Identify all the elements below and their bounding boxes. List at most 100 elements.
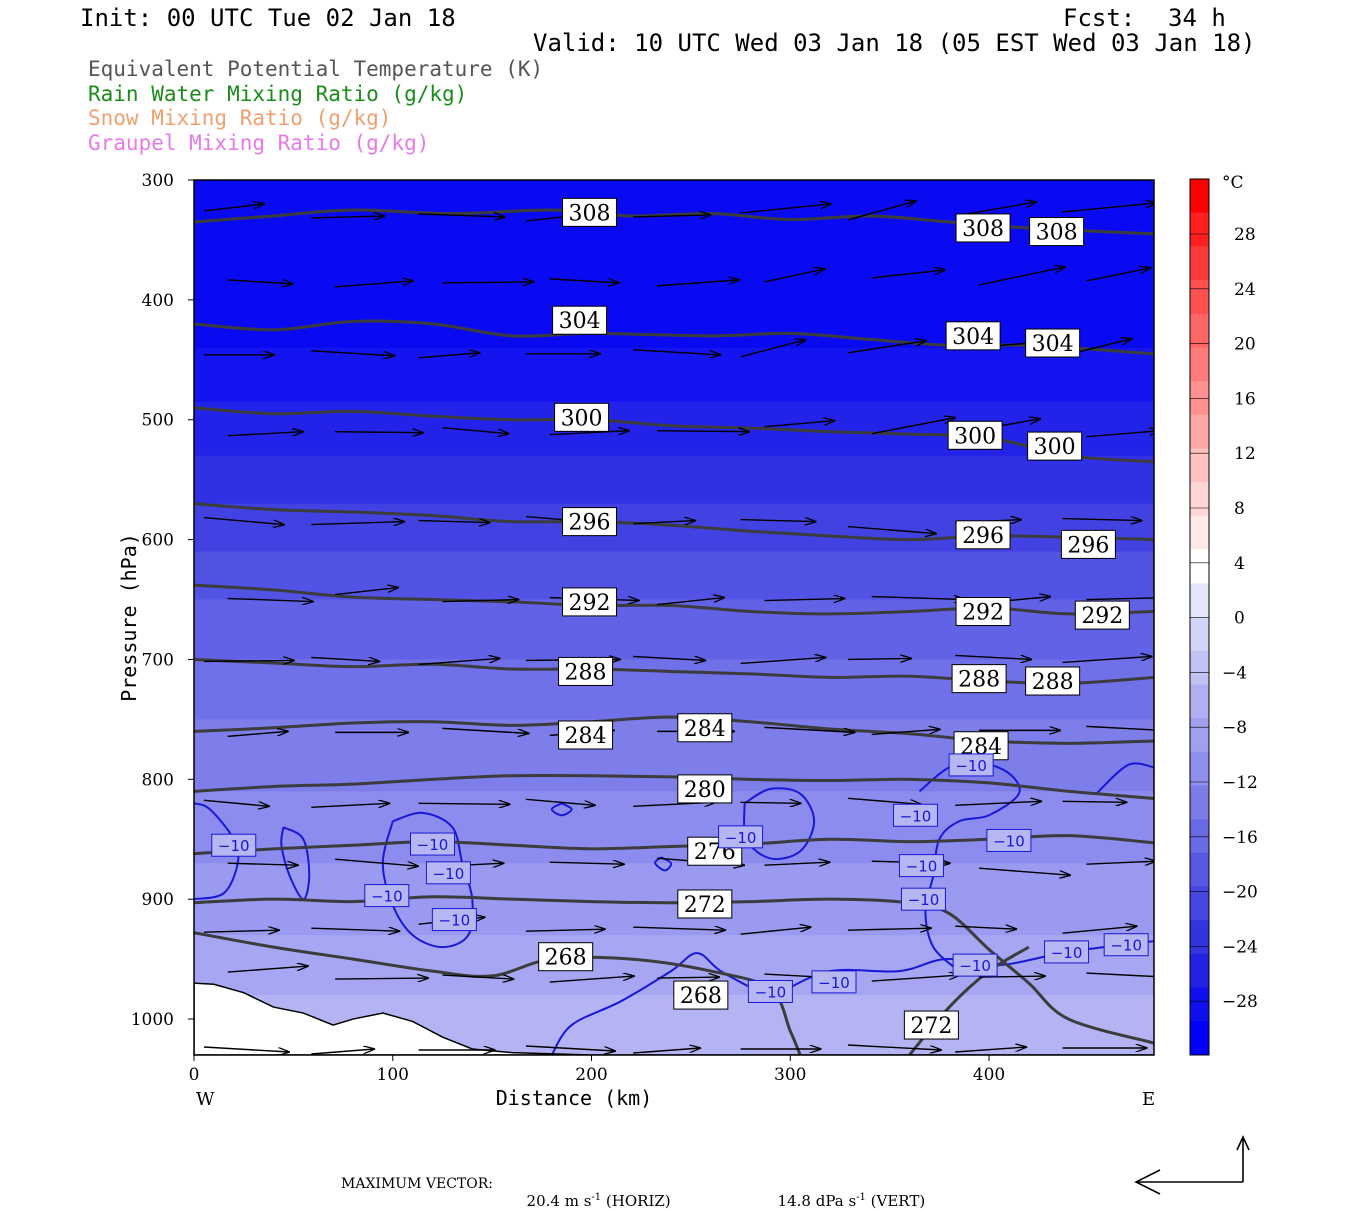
theta-e-label: 304 <box>559 309 601 334</box>
wind-vector <box>442 600 518 602</box>
theta-e-label: 300 <box>954 424 996 449</box>
theta-e-label: 300 <box>1034 435 1076 460</box>
minus10-label-box <box>431 908 477 932</box>
colorbar-tick-label: −20 <box>1222 883 1258 903</box>
wind-vector <box>633 927 725 930</box>
ref-vector-horizontal-head <box>1134 1169 1161 1195</box>
wind-vector <box>203 660 294 661</box>
wind-vector <box>979 867 1070 875</box>
colorbar-swatch <box>1190 246 1209 281</box>
minus10-label-box <box>364 884 410 908</box>
theta-e-label-box <box>558 720 614 750</box>
minus10-label-box <box>1044 940 1090 964</box>
theta-e-label-box <box>955 520 1011 550</box>
colorbar-tick-label: 12 <box>1234 444 1256 464</box>
theta-e-label: 292 <box>1081 604 1123 629</box>
theta-e-label: 288 <box>958 668 1000 693</box>
wind-vector <box>1062 801 1127 802</box>
theta-e-label: 288 <box>1032 670 1074 695</box>
init-time: Init: 00 UTC Tue 02 Jan 18 <box>80 4 456 32</box>
theta-e-label-box <box>538 942 594 972</box>
colorbar-swatch <box>1190 751 1209 786</box>
theta-e-label: 296 <box>1067 533 1109 558</box>
colorbar-swatch <box>1190 313 1209 348</box>
wind-vector <box>740 657 826 665</box>
theta-e-label: 304 <box>1032 332 1074 357</box>
wind-vector <box>764 269 824 283</box>
minus10-label-box <box>892 803 938 827</box>
wind-vector <box>1062 926 1137 934</box>
minus10-contour <box>550 952 761 1055</box>
wind-vector <box>227 432 303 437</box>
forecast-hour-value: 34 h <box>1168 4 1226 32</box>
colorbar-tick-label: 20 <box>1234 335 1256 355</box>
colorbar-tick-label: −4 <box>1222 663 1247 683</box>
wind-vector <box>657 431 749 432</box>
minus10-label: −10 <box>959 957 991 975</box>
wind-vector <box>764 862 829 865</box>
minus10-label-box <box>425 861 471 885</box>
wind-vector <box>955 1047 1026 1053</box>
wind-vector <box>847 201 916 221</box>
colorbar-tick-label: 24 <box>1234 280 1256 300</box>
colorbar-tick-label: 16 <box>1234 389 1256 409</box>
theta-e-label: 300 <box>561 406 603 431</box>
max-vector-horiz-unit: (HORIZ) <box>601 1192 671 1210</box>
colorbar-tick-label: −28 <box>1222 992 1258 1012</box>
theta-e-label-box <box>554 402 610 432</box>
theta-e-label-box <box>1029 217 1085 247</box>
wind-vector <box>335 281 413 288</box>
minus10-label: −10 <box>218 837 250 855</box>
wind-vector <box>847 797 921 804</box>
x-tick-label: 0 <box>189 1065 200 1085</box>
colorbar-swatch <box>1190 583 1209 618</box>
wind-vector <box>1086 972 1154 978</box>
wind-vector <box>740 802 801 803</box>
colorbar-swatch <box>1190 987 1209 1022</box>
wind-vector <box>227 863 298 865</box>
wind-vector <box>227 966 308 973</box>
colorbar-swatch <box>1190 482 1209 517</box>
theta-e-label: 268 <box>545 946 587 971</box>
temperature-fill-band <box>194 401 1154 457</box>
theta-e-label-box <box>677 713 733 743</box>
valid-time: Valid: 10 UTC Wed 03 Jan 18 (05 EST Wed … <box>533 29 1256 57</box>
wind-vector <box>335 588 398 596</box>
wind-vector <box>525 929 605 931</box>
temperature-fill-band <box>194 455 1154 505</box>
ref-vector-vertical-head <box>1236 1135 1250 1151</box>
wind-vector <box>227 599 313 602</box>
x-tick-label: 400 <box>973 1065 1005 1085</box>
theta-e-label-box <box>951 664 1007 694</box>
colorbar-swatch <box>1190 785 1209 820</box>
colorbar-swatch <box>1190 414 1209 450</box>
theta-e-label: 292 <box>962 601 1004 626</box>
wind-vector <box>418 803 510 804</box>
theta-e-label-box <box>1025 328 1081 358</box>
wind-vector <box>847 928 931 930</box>
wind-vector <box>871 270 945 279</box>
y-tick-label: 500 <box>142 411 174 431</box>
theta-e-label: 296 <box>569 511 611 536</box>
wind-vector <box>549 976 634 983</box>
wind-vector <box>633 215 710 217</box>
minus10-label: −10 <box>725 829 757 847</box>
colorbar-swatch <box>1190 1021 1209 1056</box>
wind-vector <box>418 353 480 359</box>
colorbar-swatch <box>1190 650 1209 685</box>
legend-theta-e: Equivalent Potential Temperature (K) <box>88 57 544 81</box>
minus10-label: −10 <box>1110 937 1142 955</box>
wind-vector <box>203 204 264 212</box>
max-vector-vert: 14.8 dPa s-1 (VERT) <box>768 1174 926 1210</box>
y-tick-label: 900 <box>142 890 174 910</box>
minus10-label: −10 <box>955 757 987 775</box>
wind-vector <box>871 975 960 982</box>
wind-vector <box>311 803 389 808</box>
colorbar-tick-label: 0 <box>1234 609 1245 629</box>
colorbar-swatch <box>1190 280 1209 315</box>
wind-vector <box>335 432 423 433</box>
wind-vector <box>335 978 428 979</box>
x-tick-label: 300 <box>774 1065 806 1085</box>
theta-e-label: 308 <box>569 201 611 226</box>
max-vector-horiz-exp: -1 <box>591 1192 602 1203</box>
